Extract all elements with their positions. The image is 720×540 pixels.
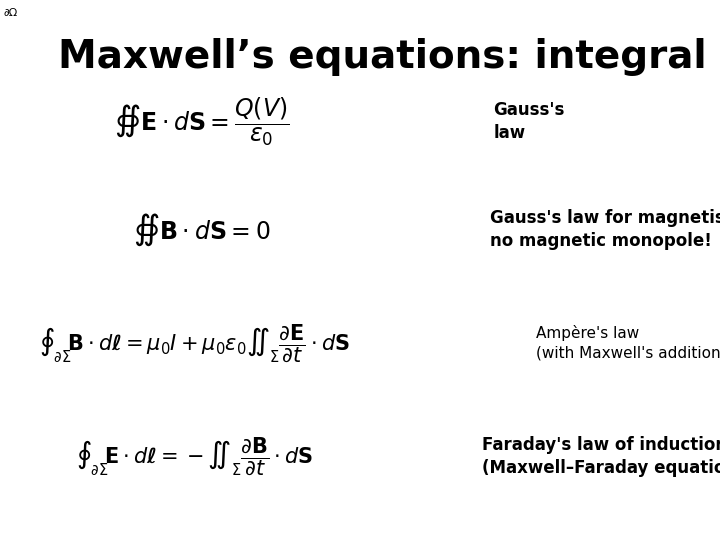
Text: Maxwell’s equations: integral form: Maxwell’s equations: integral form (58, 38, 720, 76)
Text: $\oint_{\partial \Sigma} \!\mathbf{E} \cdot d\boldsymbol{\ell} = -\iint_{\Sigma}: $\oint_{\partial \Sigma} \!\mathbf{E} \c… (76, 435, 313, 477)
Text: $\oiint \mathbf{E} \cdot d\mathbf{S} = \dfrac{Q(V)}{\varepsilon_0}$: $\oiint \mathbf{E} \cdot d\mathbf{S} = \… (114, 95, 289, 148)
Text: Ampère's law
(with Maxwell's addition): Ampère's law (with Maxwell's addition) (536, 325, 720, 361)
Text: $\oint_{\partial \Sigma} \!\mathbf{B} \cdot d\boldsymbol{\ell} = \mu_0 I + \mu_0: $\oint_{\partial \Sigma} \!\mathbf{B} \c… (39, 322, 350, 364)
Text: ∂Ω: ∂Ω (4, 8, 18, 18)
Text: Faraday's law of induction
(Maxwell–Faraday equation): Faraday's law of induction (Maxwell–Fara… (482, 435, 720, 477)
Text: $\oiint \mathbf{B} \cdot d\mathbf{S} = 0$: $\oiint \mathbf{B} \cdot d\mathbf{S} = 0… (133, 211, 270, 248)
Text: Gauss's
law: Gauss's law (493, 100, 564, 143)
Text: Gauss's law for magnetism:
no magnetic monopole!: Gauss's law for magnetism: no magnetic m… (490, 208, 720, 251)
